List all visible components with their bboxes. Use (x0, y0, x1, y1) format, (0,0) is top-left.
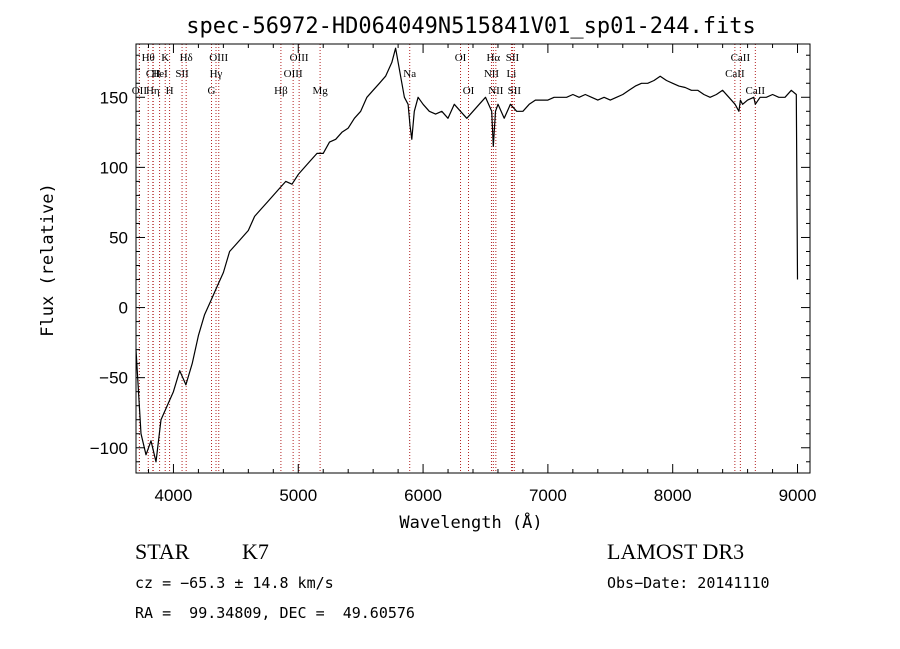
y-tick-label: −100 (90, 439, 128, 458)
spectral-line-label: SII (175, 68, 189, 80)
spectral-line-label: HeI (151, 68, 168, 80)
spectral-line-label: Li (507, 68, 517, 80)
obs-date: Obs−Date: 20141110 (607, 574, 770, 592)
x-tick-label: 6000 (404, 486, 442, 505)
spectral-line-label: Hδ (180, 52, 193, 64)
spectral-line-label: Mg (312, 85, 328, 97)
spectral-line-label: Na (403, 68, 416, 80)
y-tick-label: 0 (119, 299, 128, 318)
chart-title: spec-56972-HD064049N515841V01_sp01-244.f… (186, 14, 756, 39)
object-class: STAR (135, 539, 190, 564)
spectral-line-label: NII (488, 85, 504, 97)
y-tick-label: 100 (100, 158, 128, 177)
redshift-value: cz = −65.3 ± 14.8 km/s (135, 574, 334, 592)
spectral-line-label: CaII (746, 85, 766, 97)
spectral-line-label: Hβ (274, 85, 288, 97)
spectrum-series (135, 47, 799, 463)
spectral-line-label: CaII (731, 52, 751, 64)
y-axis-label: Flux (relative) (38, 183, 58, 337)
spectral-line-label: SII (506, 52, 520, 64)
coordinates: RA = 99.34809, DEC = 49.60576 (135, 604, 415, 622)
spectral-line-label: OI (455, 52, 467, 64)
object-subclass: K7 (242, 539, 269, 564)
y-tick-label: 150 (100, 88, 128, 107)
spectral-line-markers (138, 44, 756, 473)
spectral-line-label: OI (463, 85, 475, 97)
y-axis-ticks: −100 −50 0 50 100 150 (90, 54, 810, 463)
plot-frame (135, 43, 811, 474)
spectral-line-label: OII (132, 85, 148, 97)
spectral-line-label: OIII (284, 68, 303, 80)
spectral-line-label: OIII (209, 52, 228, 64)
spectral-line-label: H (166, 85, 174, 97)
survey-name: LAMOST DR3 (607, 539, 745, 564)
spectral-line-label: G (208, 85, 216, 97)
spectrum-line (135, 47, 799, 463)
x-axis-ticks: 4000 5000 6000 7000 8000 9000 (147, 44, 817, 505)
spectral-line-label: CaII (725, 68, 745, 80)
spectral-line-label: OIII (290, 52, 309, 64)
y-tick-label: −50 (99, 369, 128, 388)
x-tick-label: 7000 (529, 486, 567, 505)
x-tick-label: 5000 (279, 486, 317, 505)
spectral-line-label: Hθ (142, 52, 155, 64)
x-tick-label: 4000 (155, 486, 193, 505)
spectral-line-label: CII (146, 68, 161, 80)
spectral-line-label: Hγ (210, 68, 223, 80)
spectral-line-label: NII (484, 68, 500, 80)
y-tick-label: 50 (109, 228, 128, 247)
x-axis-label: Wavelength (Å) (399, 511, 542, 533)
spectral-line-label: Hη (146, 85, 160, 97)
x-tick-label: 8000 (654, 486, 692, 505)
spectral-line-label: Hα (486, 52, 500, 64)
spectral-line-label: K (161, 52, 169, 64)
spectral-line-label: SII (508, 85, 522, 97)
x-tick-label: 9000 (779, 486, 817, 505)
